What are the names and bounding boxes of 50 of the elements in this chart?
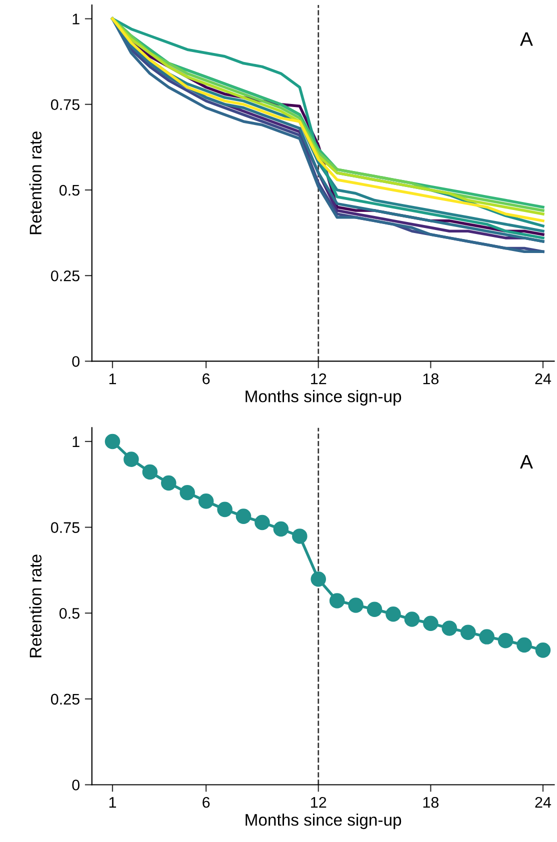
point bbox=[161, 475, 176, 491]
y-axis-title: Retention rate bbox=[29, 132, 42, 234]
point bbox=[310, 571, 326, 587]
x-tick-label: 6 bbox=[202, 796, 210, 808]
y-tick-label: 0.75 bbox=[50, 99, 80, 110]
point bbox=[460, 624, 476, 640]
y-tick-label: 0.25 bbox=[50, 270, 80, 282]
x-tick-label: 18 bbox=[423, 373, 439, 384]
point bbox=[254, 514, 270, 530]
point bbox=[498, 632, 514, 648]
point bbox=[516, 637, 532, 653]
y-tick-label: 0.5 bbox=[59, 184, 80, 196]
y-tick-label: 0.5 bbox=[59, 608, 80, 619]
point bbox=[329, 593, 345, 608]
x-tick-label: 1 bbox=[109, 374, 116, 384]
x-tick-label: 1 bbox=[109, 797, 116, 808]
x-tick-label: 24 bbox=[535, 796, 552, 808]
annotation: A bbox=[520, 32, 533, 46]
point bbox=[479, 629, 494, 644]
point bbox=[142, 464, 158, 480]
annotation: A bbox=[520, 455, 533, 468]
point bbox=[535, 642, 551, 658]
x-tick-label: 18 bbox=[423, 796, 439, 808]
point bbox=[404, 612, 420, 627]
point bbox=[273, 521, 289, 537]
point bbox=[236, 508, 252, 524]
point bbox=[104, 434, 120, 450]
point bbox=[198, 494, 214, 509]
y-axis-title: Retention rate bbox=[29, 554, 42, 658]
x-tick-label: 6 bbox=[202, 373, 210, 384]
point bbox=[423, 616, 438, 632]
x-axis-title: Months since sign-up bbox=[246, 814, 402, 830]
x-tick-label: 12 bbox=[311, 373, 326, 384]
y-tick-label: 0.25 bbox=[50, 694, 80, 705]
y-tick-label: 0.75 bbox=[50, 522, 80, 533]
x-tick-label: 24 bbox=[535, 373, 552, 384]
y-tick-label: 0 bbox=[72, 780, 80, 790]
point bbox=[348, 598, 364, 613]
x-axis-title: Months since sign-up bbox=[246, 390, 402, 406]
point bbox=[442, 620, 458, 636]
point bbox=[386, 606, 401, 622]
point bbox=[292, 528, 308, 544]
y-tick-label: 1 bbox=[72, 436, 80, 448]
x-tick-label: 12 bbox=[311, 796, 326, 808]
point bbox=[180, 484, 195, 500]
y-tick-label: 1 bbox=[72, 14, 80, 24]
point bbox=[217, 502, 232, 518]
point bbox=[124, 452, 139, 467]
y-tick-label: 0 bbox=[72, 356, 80, 367]
point bbox=[366, 602, 382, 617]
